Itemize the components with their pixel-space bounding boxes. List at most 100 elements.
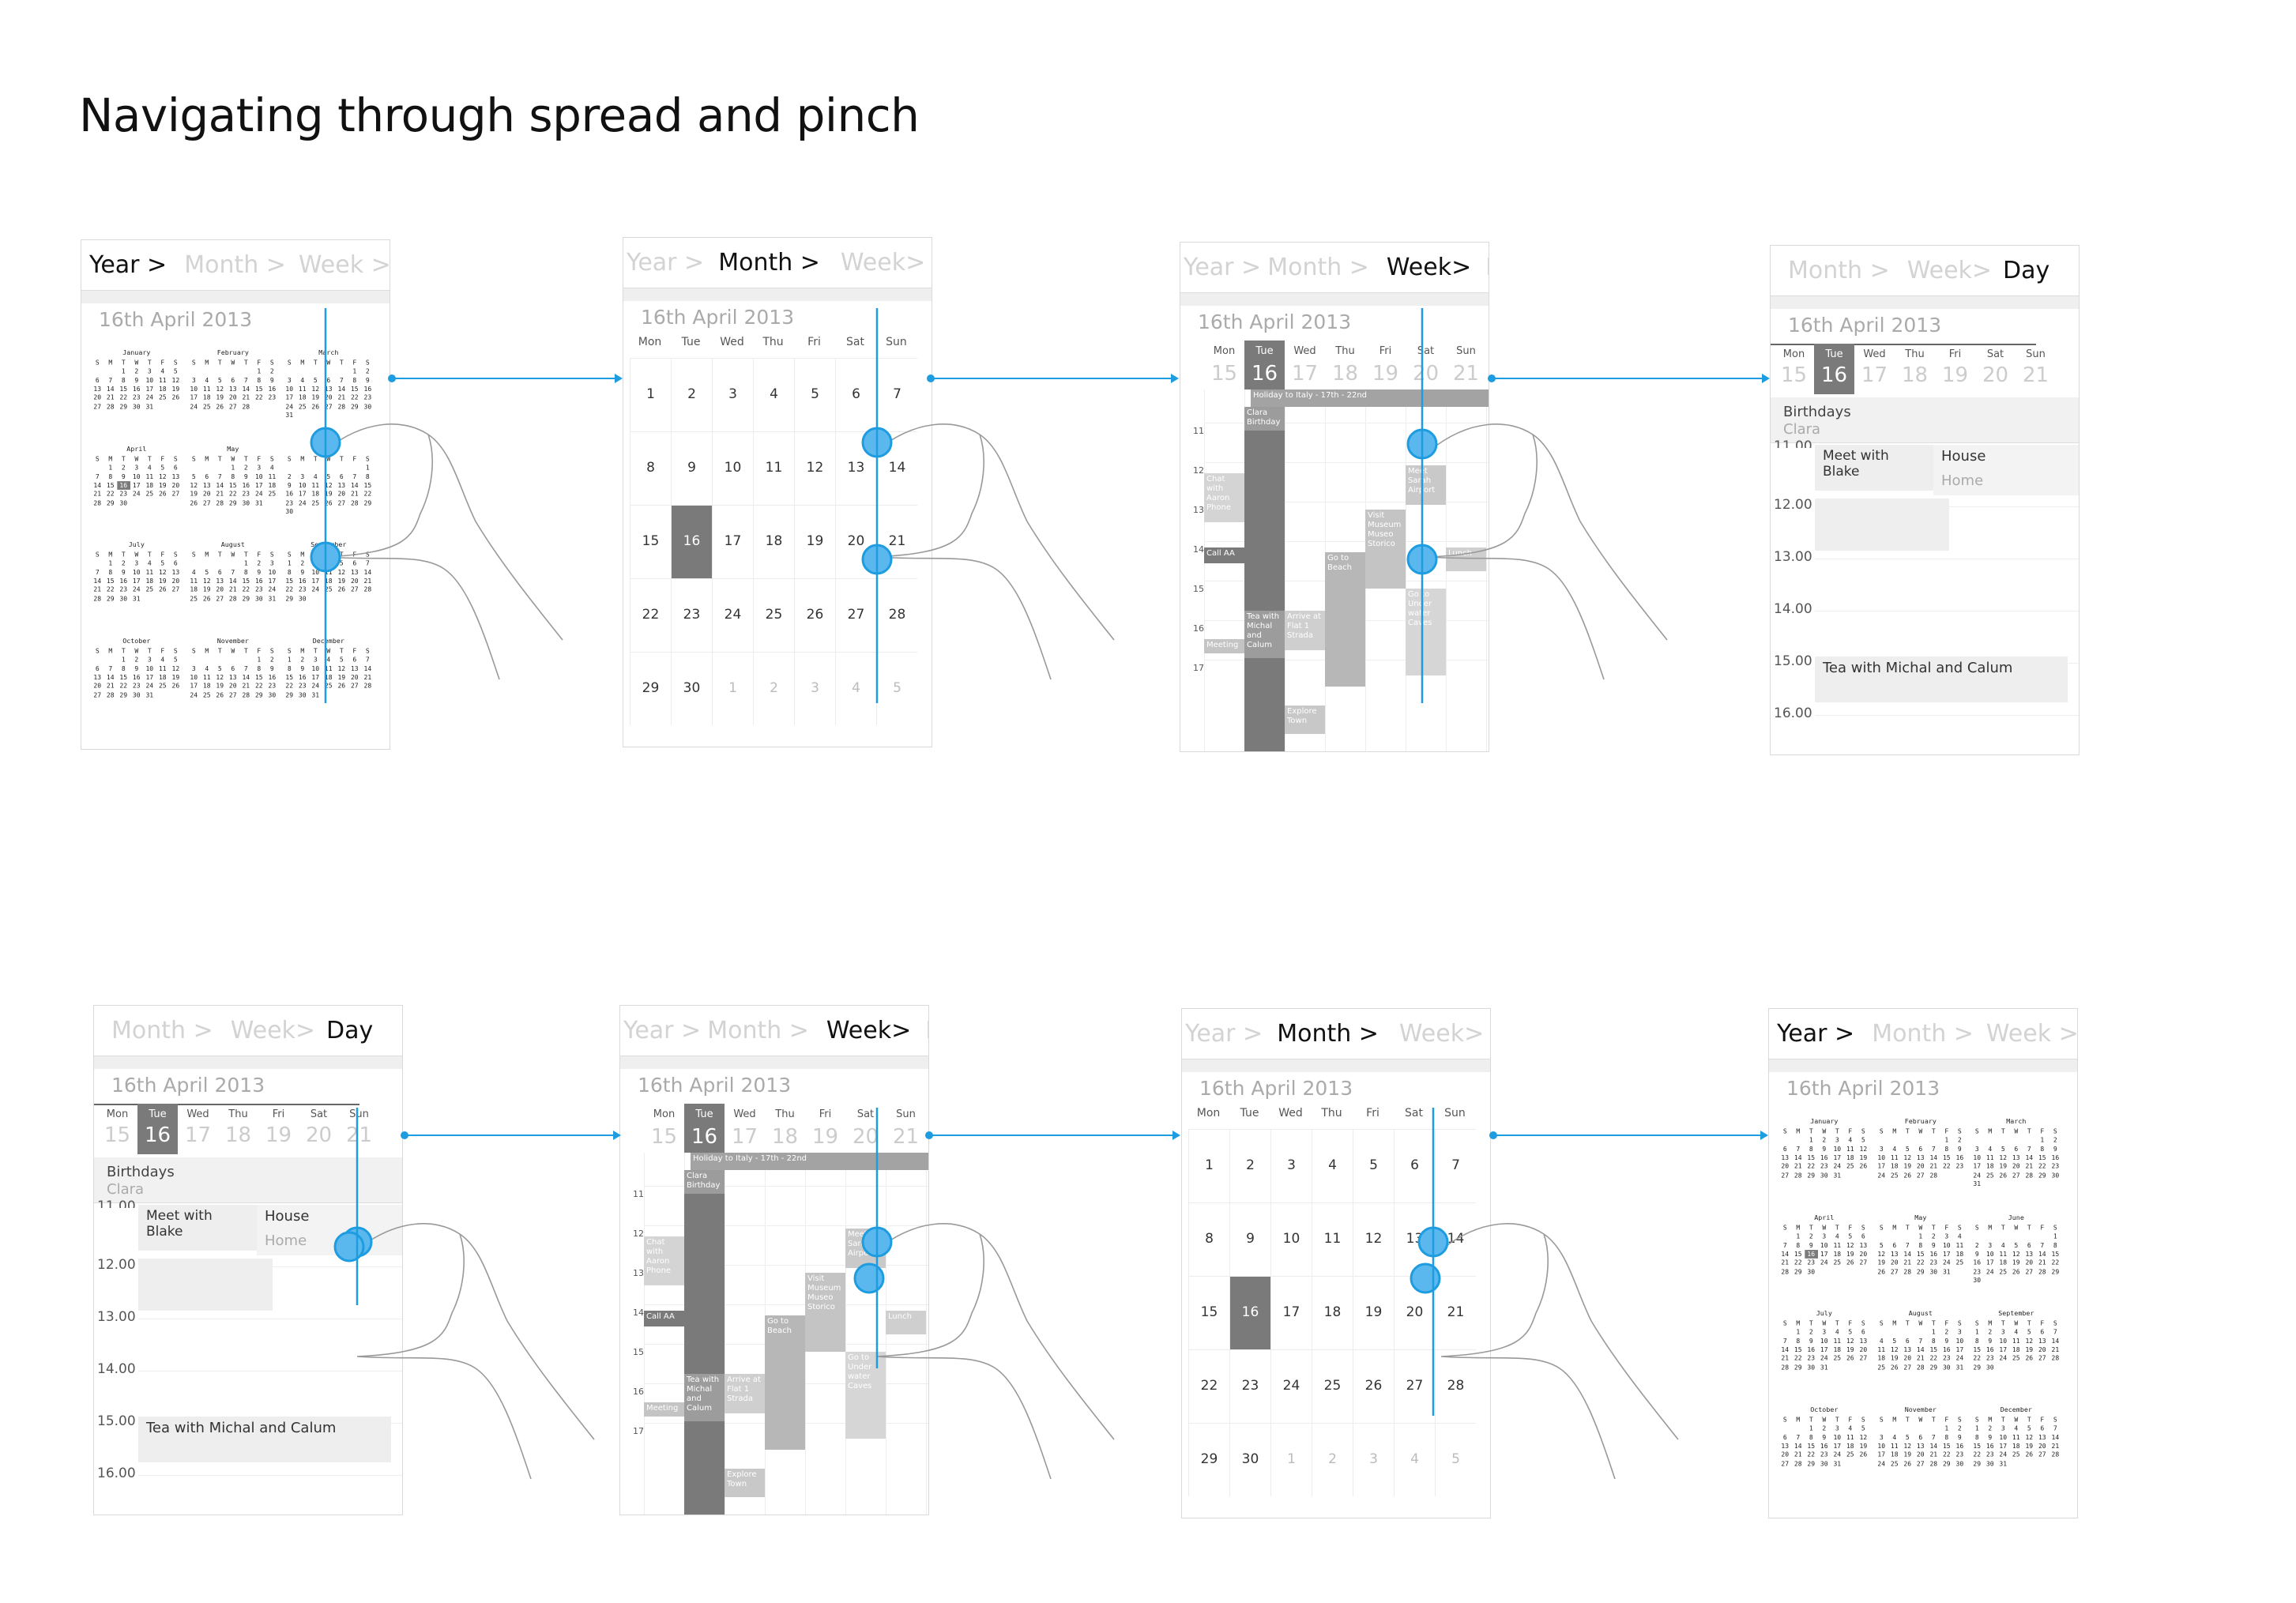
day-cell[interactable]: 13 [2038,1337,2046,1345]
day-cell[interactable]: 14 [363,568,372,576]
day-cell[interactable]: 3 [794,652,835,725]
day-cell[interactable]: 18 [298,393,307,401]
day-cell[interactable]: 12 [171,664,180,672]
day-cell[interactable]: 10 [1820,1337,1828,1345]
day-cell[interactable] [322,507,336,516]
day-cell[interactable]: 4 [160,655,165,664]
day-cell[interactable]: 23 [671,578,712,652]
day-cell[interactable]: 1 [630,358,671,431]
day-cell[interactable] [2049,1363,2062,1372]
day-cell[interactable]: 16 [1942,1345,1951,1353]
tab-month[interactable]: Month > [111,1017,213,1044]
day-cell[interactable]: 14 [241,672,250,681]
day-cell[interactable]: 25 [311,498,320,506]
day-cell[interactable]: 20 [1916,1162,1925,1170]
weekday-header[interactable]: Sun 21 [1446,341,1486,389]
day-cell[interactable]: 14 [2051,1432,2060,1441]
event-house[interactable]: House Home [257,1205,402,1255]
day-cell[interactable]: 9 [134,664,139,672]
day-cell[interactable]: 13 [350,568,359,576]
day-cell[interactable]: 1 [287,655,292,664]
day-cell[interactable]: 26 [1353,1349,1394,1423]
day-cell[interactable]: 25 [202,402,211,411]
tab-week[interactable]: Week > [1985,1020,2077,1048]
day-cell[interactable] [91,463,104,472]
day-cell[interactable]: 14 [2025,1153,2034,1161]
day-cell[interactable] [1831,1267,1844,1276]
day-cell[interactable]: 29 [241,594,250,603]
day-cell[interactable]: 9 [1957,1432,1962,1441]
day-cell[interactable]: 18 [1985,1162,1994,1170]
weekday-header[interactable]: Wed 17 [178,1104,218,1154]
day-cell[interactable]: 12 [794,431,835,505]
day-cell[interactable]: 2 [243,463,248,472]
day-cell[interactable]: 30 [241,498,250,506]
day-cell[interactable]: 7 [365,655,370,664]
event-meet-blake[interactable]: Meet with Blake [1815,445,1933,491]
day-cell[interactable]: 21 [876,505,917,578]
day-cell[interactable]: 8 [108,568,113,576]
day-cell[interactable]: 12 [1903,1441,1911,1450]
day-cell[interactable]: 24 [712,578,753,652]
day-cell[interactable]: 12 [337,568,346,576]
day-cell[interactable] [361,594,375,603]
day-cell[interactable]: 26 [1846,1258,1854,1266]
day-cell[interactable]: 13 [1916,1441,1925,1450]
day-cell[interactable]: 22 [1794,1258,1802,1266]
day-cell[interactable]: 24 [254,489,263,498]
day-cell[interactable] [200,367,213,376]
day-cell[interactable]: 23 [1973,1266,1982,1275]
day-cell[interactable]: 13 [1903,1345,1911,1353]
day-cell[interactable]: 29 [630,652,671,725]
day-cell[interactable]: 7 [2053,1328,2057,1336]
day-cell[interactable]: 8 [630,431,671,505]
day-cell[interactable]: 27 [1781,1171,1790,1180]
tab-week[interactable]: Week> [1906,257,1993,284]
day-cell[interactable] [296,411,310,420]
day-cell[interactable]: 31 [1820,1363,1828,1372]
day-cell[interactable]: 5 [1861,1135,1865,1144]
day-cell[interactable]: 28 [2025,1171,2034,1180]
day-cell[interactable] [2023,1459,2036,1468]
day-cell[interactable] [2049,1180,2062,1188]
day-cell[interactable]: 15 [1973,1441,1982,1450]
day-cell[interactable]: 16 [363,385,372,393]
day-cell[interactable]: 12 [158,472,167,480]
day-cell[interactable]: 29 [1188,1423,1229,1496]
day-cell[interactable]: 25 [324,681,333,690]
day-cell[interactable]: 2 [1312,1423,1353,1496]
day-cell[interactable]: 26 [215,402,224,411]
event-lunch[interactable]: Lunch [1446,548,1486,571]
event-beach[interactable]: Go to Beach [1325,552,1365,687]
weekday-header[interactable]: Thu 18 [765,1104,805,1153]
day-cell[interactable]: 10 [1942,1240,1951,1249]
day-cell[interactable]: 3 [287,376,292,384]
day-cell[interactable]: 28 [876,578,917,652]
day-cell[interactable]: 8 [256,664,261,672]
day-cell[interactable]: 1 [1918,1232,1922,1240]
day-cell[interactable]: 1 [243,559,248,567]
day-cell[interactable]: 7 [1931,1145,1936,1153]
day-cell[interactable]: 10 [311,568,320,576]
day-cell[interactable]: 20 [93,393,102,401]
day-cell[interactable]: 8 [1918,1240,1922,1249]
day-cell[interactable] [1984,1180,1997,1188]
day-cell[interactable]: 27 [228,402,237,411]
day-cell[interactable]: 5 [1848,1232,1853,1240]
day-cell[interactable]: 4 [1988,1145,1993,1153]
day-cell[interactable]: 30 [1985,1458,1994,1467]
day-cell[interactable]: 25 [1955,1258,1963,1266]
weekday-header[interactable]: Sun 21 [339,1104,379,1154]
day-cell[interactable]: 21 [350,489,359,498]
day-cell[interactable]: 20 [2012,1162,2020,1170]
day-cell[interactable]: 31 [145,690,154,698]
day-cell[interactable]: 23 [254,585,263,594]
day-cell[interactable]: 24 [132,489,141,498]
day-cell[interactable]: 11 [158,376,167,384]
day-cell[interactable]: 16 [1929,1249,1937,1258]
day-cell[interactable]: 22 [1942,1450,1951,1458]
weekday-header[interactable]: Sun 21 [2016,344,2056,394]
day-cell[interactable]: 29 [254,690,263,698]
weekday-header[interactable]: Sat 20 [299,1104,339,1154]
day-cell[interactable]: 17 [712,505,753,578]
